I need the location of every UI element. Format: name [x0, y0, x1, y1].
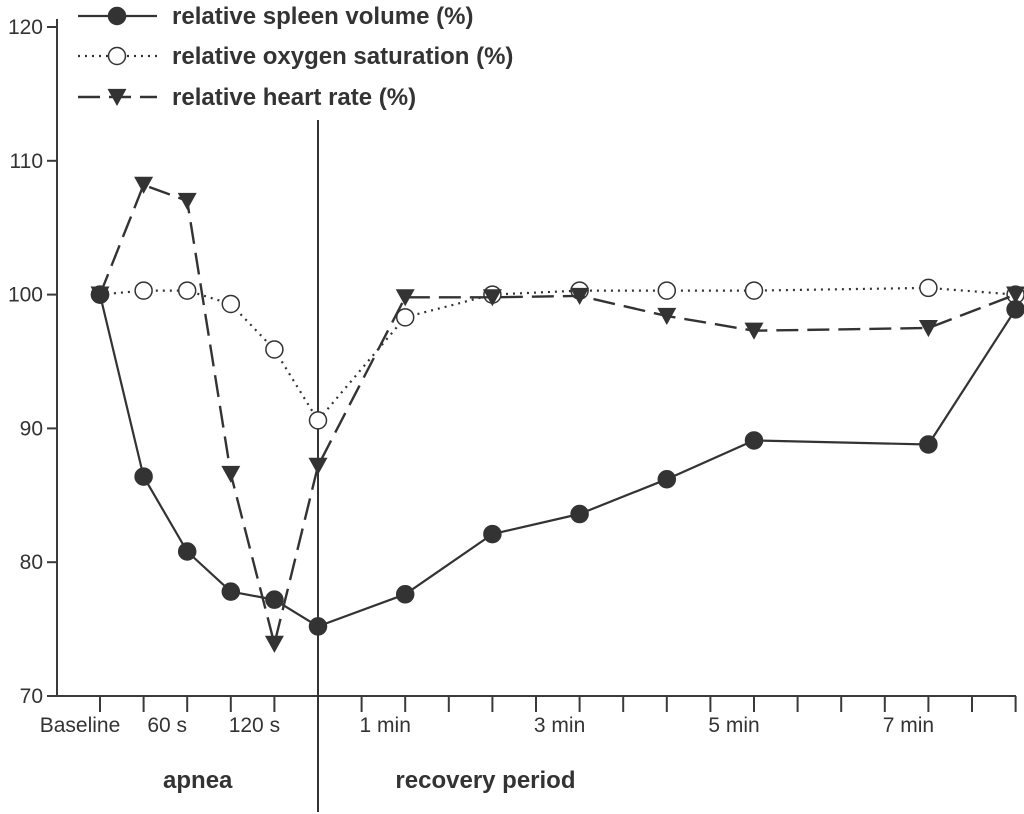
data-point-oxygen-saturation — [177, 281, 197, 300]
y-tick-label: 120 — [8, 16, 43, 39]
legend-label: relative heart rate (%) — [172, 84, 416, 111]
legend-label: relative oxygen saturation (%) — [172, 43, 513, 70]
data-point-oxygen-saturation — [134, 281, 153, 300]
phase-label: recovery period — [395, 767, 575, 794]
data-point-spleen-volume — [107, 6, 127, 26]
data-point-heart-rate — [657, 307, 677, 326]
data-point-spleen-volume — [134, 467, 153, 486]
x-tick-label: Baseline — [40, 714, 121, 737]
data-point-spleen-volume — [177, 542, 197, 561]
y-tick-label: 70 — [20, 685, 43, 708]
data-point-spleen-volume — [1006, 300, 1024, 319]
data-point-heart-rate — [395, 289, 415, 307]
data-point-oxygen-saturation — [744, 281, 764, 300]
data-point-spleen-volume — [395, 585, 415, 604]
y-tick-label: 90 — [20, 417, 43, 440]
series-1 — [90, 278, 1024, 430]
data-point-oxygen-saturation — [265, 340, 284, 359]
data-point-heart-rate — [221, 465, 241, 483]
data-point-spleen-volume — [221, 582, 241, 601]
x-tick-label: 60 s — [147, 714, 187, 737]
data-point-heart-rate — [177, 192, 197, 210]
y-tick-label: 110 — [10, 150, 43, 173]
data-point-heart-rate — [264, 635, 284, 653]
data-point-heart-rate — [308, 457, 328, 475]
axes: 70 80 90 100 110 120 Baseline 60 s 120 s 1 min 3 m… — [8, 16, 1017, 737]
x-tick-label: 120 s — [229, 714, 280, 737]
data-point-spleen-volume — [90, 285, 110, 304]
legend: relative spleen volume (%) relative oxyge… — [78, 3, 513, 111]
y-tick-label: 100 — [8, 284, 43, 307]
series-line — [98, 294, 1017, 628]
x-tick-label: 7 min — [883, 714, 934, 737]
data-point-spleen-volume — [744, 431, 764, 450]
data-point-spleen-volume — [919, 435, 938, 454]
phase-labels: apnea recovery period — [163, 767, 575, 794]
data-point-oxygen-saturation — [919, 278, 938, 298]
data-point-heart-rate — [482, 289, 502, 307]
x-tick-label: 3 min — [534, 714, 585, 737]
data-point-heart-rate — [107, 88, 127, 107]
data-point-oxygen-saturation — [221, 294, 241, 314]
series-0 — [90, 285, 1024, 636]
data-point-oxygen-saturation — [657, 281, 677, 300]
legend-label: relative spleen volume (%) — [172, 3, 473, 30]
data-point-spleen-volume — [265, 590, 284, 609]
data-point-heart-rate — [918, 319, 938, 338]
series-line — [98, 183, 1017, 645]
data-point-spleen-volume — [570, 504, 589, 524]
data-point-spleen-volume — [483, 524, 502, 544]
series-layer — [90, 176, 1024, 653]
series-2 — [90, 176, 1024, 653]
phase-label: apnea — [163, 767, 233, 794]
data-point-oxygen-saturation — [107, 46, 127, 66]
data-point-heart-rate — [1006, 286, 1024, 304]
data-point-spleen-volume — [657, 469, 677, 489]
data-point-heart-rate — [570, 287, 590, 305]
x-tick-label: 1 min — [360, 714, 411, 737]
y-tick-label: 80 — [20, 551, 43, 574]
data-point-heart-rate — [134, 176, 154, 194]
x-tick-label: 5 min — [708, 714, 759, 737]
data-point-heart-rate — [744, 322, 764, 340]
data-point-spleen-volume — [308, 617, 328, 636]
data-point-oxygen-saturation — [308, 411, 328, 430]
data-point-oxygen-saturation — [395, 308, 415, 327]
